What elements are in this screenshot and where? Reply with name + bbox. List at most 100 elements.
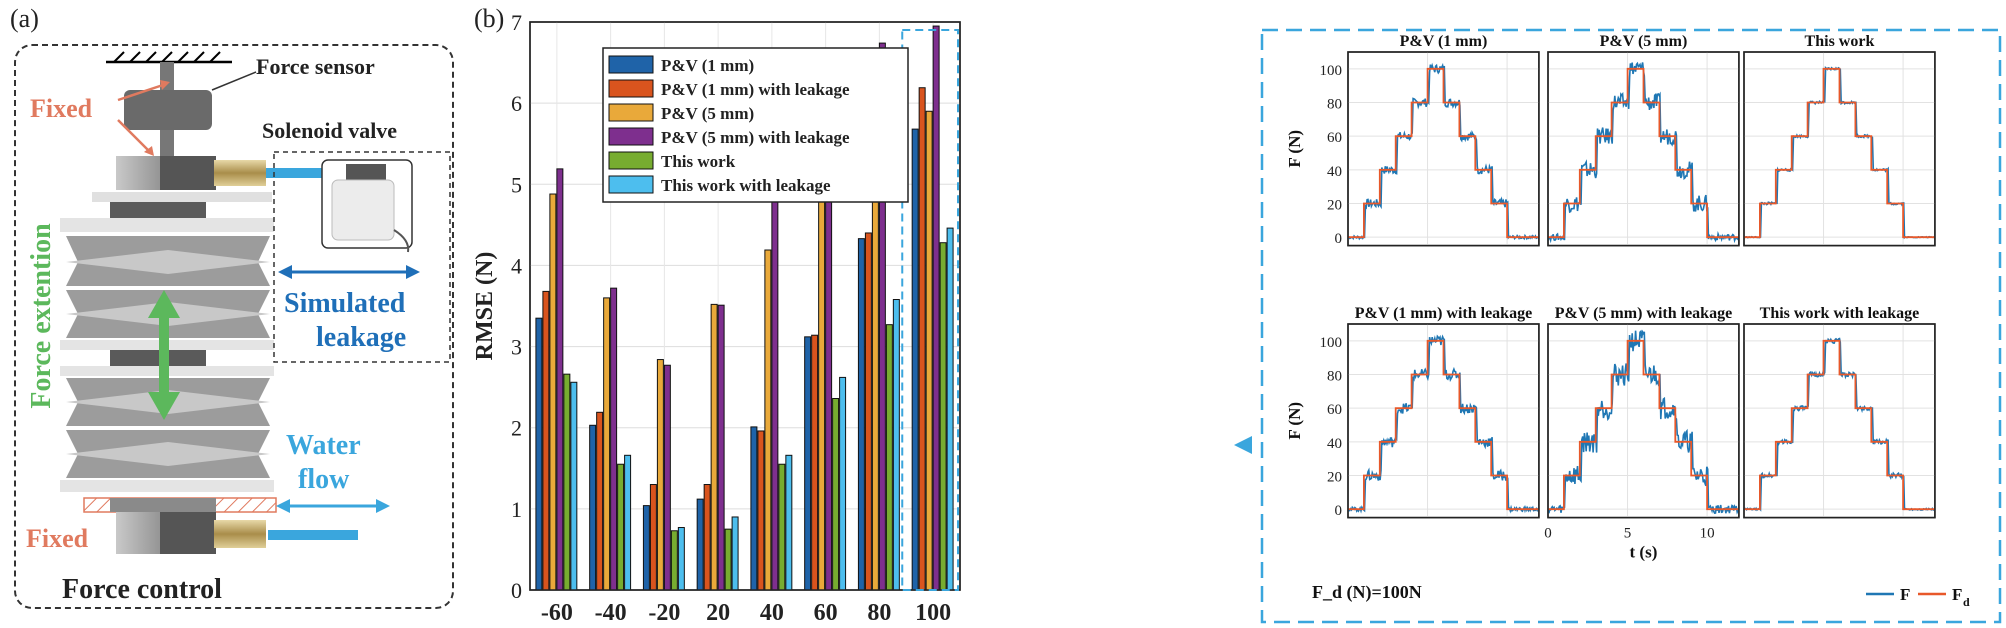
bar bbox=[624, 454, 632, 591]
bar bbox=[589, 424, 597, 591]
bar bbox=[839, 376, 847, 591]
subplot-frame bbox=[1743, 323, 1936, 519]
bar bbox=[804, 336, 812, 591]
subplot-title: P&V (5 mm) bbox=[1600, 33, 1688, 50]
force-setpoint-annotation: F_d (N)=100N bbox=[1312, 582, 1422, 603]
legend-swatch bbox=[608, 151, 654, 170]
bar bbox=[570, 381, 578, 591]
actual-force-line bbox=[1547, 329, 1740, 515]
bar bbox=[596, 411, 604, 591]
bar bbox=[677, 527, 685, 591]
desired-force-line bbox=[1548, 339, 1739, 511]
bar bbox=[642, 505, 650, 591]
bar bbox=[771, 184, 779, 591]
bar bbox=[731, 516, 739, 591]
bar-y-axis-label: RMSE (N) bbox=[472, 252, 498, 361]
subplot-y-tick: 20 bbox=[1327, 198, 1342, 214]
bar bbox=[563, 373, 571, 591]
subplot-y-tick: 0 bbox=[1335, 503, 1343, 519]
legend-entry: P&V (1 mm) bbox=[661, 56, 754, 75]
subplot-y-label: F (N) bbox=[1285, 130, 1304, 168]
subplot-title: P&V (1 mm) with leakage bbox=[1355, 305, 1532, 322]
bar bbox=[932, 25, 940, 591]
bar bbox=[750, 426, 758, 591]
bar bbox=[946, 227, 954, 591]
bar bbox=[832, 398, 840, 591]
subplot-frame bbox=[1547, 51, 1740, 247]
force-sensor-label: Force sensor bbox=[256, 54, 375, 79]
bar bbox=[764, 249, 772, 591]
legend-desired-subscript: d bbox=[1963, 595, 1970, 609]
bar bbox=[610, 287, 618, 591]
panel-a-frame bbox=[14, 44, 454, 609]
bar bbox=[939, 242, 947, 591]
zoom-panel-frame bbox=[1260, 28, 2002, 624]
subplot-title: This work with leakage bbox=[1760, 305, 1920, 322]
bar bbox=[864, 232, 872, 591]
legend-actual-label: F bbox=[1900, 585, 1910, 604]
subplot-y-label: F (N) bbox=[1285, 402, 1304, 440]
bar bbox=[918, 87, 926, 591]
bar bbox=[717, 304, 725, 591]
bar-x-tick-label: 40 bbox=[760, 600, 784, 626]
bar bbox=[757, 430, 765, 591]
subplot-y-tick: 80 bbox=[1327, 369, 1342, 385]
bar-x-tick-label: 100 bbox=[915, 600, 951, 626]
bar bbox=[925, 110, 933, 591]
subplot-title: This work bbox=[1805, 33, 1875, 50]
bar bbox=[696, 498, 704, 591]
bar bbox=[857, 238, 865, 591]
legend-entry: P&V (5 mm) with leakage bbox=[661, 128, 850, 147]
bar bbox=[663, 364, 671, 591]
panel-a-label: (a) bbox=[10, 4, 39, 33]
bar bbox=[670, 530, 678, 591]
subplot-frame bbox=[1347, 323, 1540, 519]
bar-y-tick-label: 6 bbox=[511, 91, 522, 116]
bar-x-tick-label: -40 bbox=[595, 600, 627, 626]
flow-label: flow bbox=[298, 464, 350, 495]
bar bbox=[542, 290, 550, 591]
bar bbox=[549, 193, 557, 591]
subplot-x-tick: 10 bbox=[1700, 526, 1715, 542]
subplot-y-tick: 20 bbox=[1327, 470, 1342, 486]
subplot-y-tick: 0 bbox=[1335, 231, 1343, 247]
bar-x-tick-label: 60 bbox=[814, 600, 838, 626]
subplot-y-tick: 100 bbox=[1320, 63, 1343, 79]
bar-chart: 0 1 2 3 4 5 6 7 -60 -40 -20 20 40 60 80 100 P&V (1 mm) P&… bbox=[472, 10, 961, 626]
bar bbox=[724, 528, 732, 591]
desired-force-line bbox=[1744, 339, 1935, 511]
bar bbox=[649, 484, 657, 591]
subplot-y-tick: 60 bbox=[1327, 130, 1342, 146]
bar bbox=[885, 324, 893, 591]
bar-x-tick-label: -20 bbox=[648, 600, 680, 626]
bar bbox=[892, 299, 900, 591]
desired-force-line bbox=[1548, 67, 1739, 239]
bar-y-tick-label: 5 bbox=[511, 172, 522, 197]
leakage-label: leakage bbox=[316, 322, 407, 353]
bar-y-tick-label: 3 bbox=[511, 335, 522, 360]
bar bbox=[778, 463, 786, 591]
legend-entry: This work bbox=[661, 152, 736, 171]
bar-y-tick-label: 2 bbox=[511, 416, 522, 441]
bar-legend bbox=[602, 47, 909, 203]
bar bbox=[785, 454, 793, 591]
subplot-x-tick: 5 bbox=[1624, 526, 1632, 542]
legend-entry: This work with leakage bbox=[661, 176, 831, 195]
subplot-frame bbox=[1547, 323, 1740, 519]
subplot-frame bbox=[1347, 51, 1540, 247]
bar-x-tick-label: -60 bbox=[541, 600, 573, 626]
panel-b-label: (b) bbox=[474, 4, 505, 33]
subplot-y-tick: 40 bbox=[1327, 436, 1342, 452]
bar bbox=[871, 152, 879, 591]
bar bbox=[603, 297, 611, 591]
force-extention-label: Force extention bbox=[26, 223, 57, 409]
bar bbox=[535, 317, 543, 591]
legend-swatch bbox=[608, 127, 654, 146]
bar-y-tick-label: 7 bbox=[511, 10, 522, 35]
legend-swatch bbox=[608, 103, 654, 122]
legend-entry: P&V (5 mm) bbox=[661, 104, 754, 123]
bar-plot-frame bbox=[529, 21, 961, 591]
legend-desired-label: F bbox=[1952, 585, 1962, 604]
bar bbox=[617, 463, 625, 591]
